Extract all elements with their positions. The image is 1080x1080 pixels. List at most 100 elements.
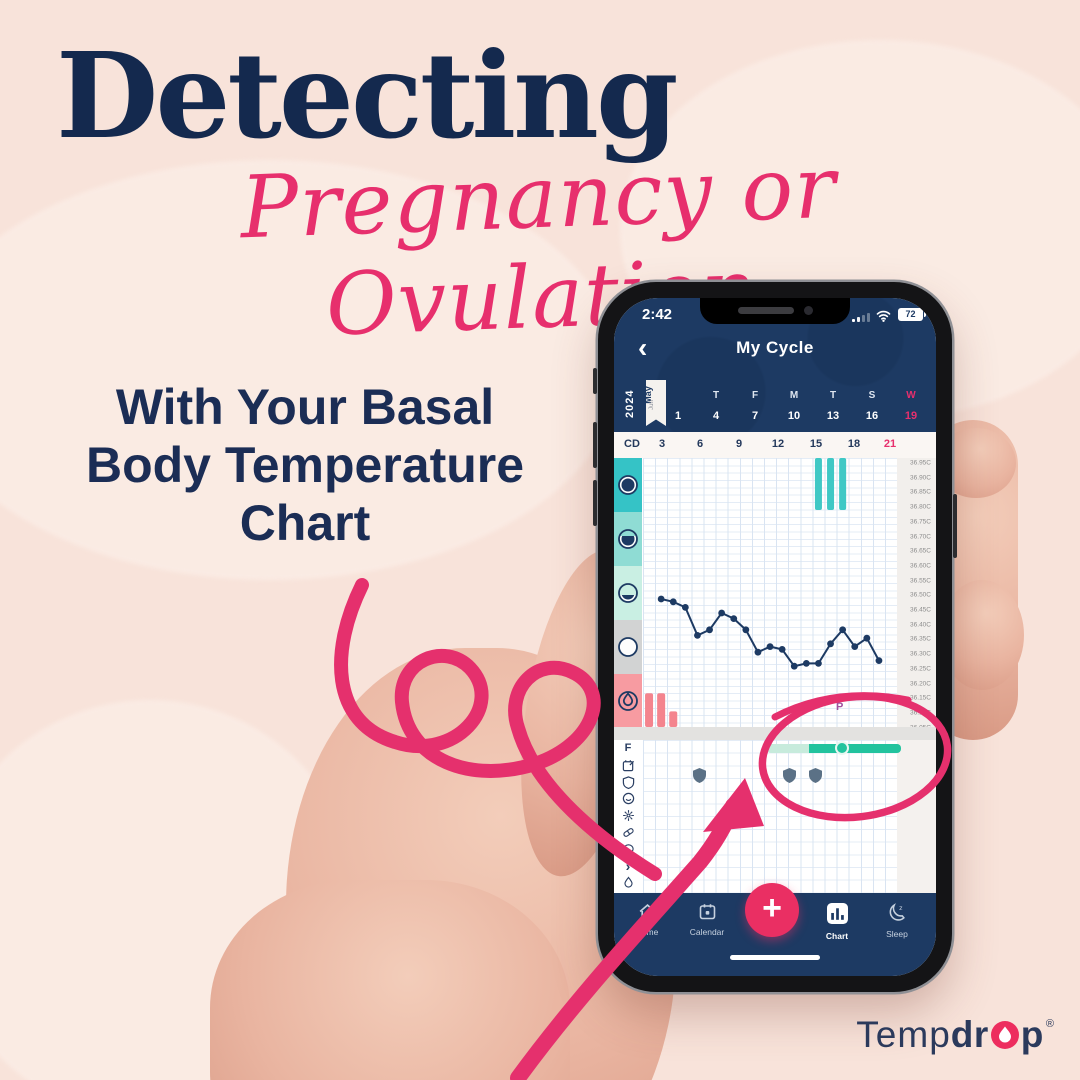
status-time: 2:42 (642, 306, 673, 323)
temp-axis-label: 36.40C (910, 621, 931, 629)
cellular-signal-icon (852, 312, 872, 322)
nav-chart[interactable]: Chart (811, 903, 863, 941)
shield-heart-icon[interactable] (614, 775, 642, 793)
temp-axis-label: 36.75C (910, 518, 931, 526)
bbt-data-point[interactable] (875, 657, 883, 664)
fluid-heavy-segment[interactable] (614, 458, 642, 512)
bbt-data-point[interactable] (742, 626, 750, 634)
period-flow-bar (669, 711, 678, 727)
bbt-data-point[interactable] (718, 609, 726, 617)
temp-axis-label: 36.95C (910, 459, 931, 467)
shield-marker (693, 768, 706, 788)
cervical-fluid-rail (614, 458, 642, 727)
volume-up-button[interactable] (593, 422, 597, 468)
cycle-day-number: 6 (696, 438, 704, 450)
droplet-sparkle-icon[interactable] (614, 876, 642, 893)
bbt-line (660, 598, 880, 668)
background-wash (0, 160, 620, 580)
bbt-chart-area[interactable]: 36.95C 36.90C 36.85C 36.80C 36.75C 36.70C 36.6… (614, 458, 936, 731)
fluid-medium-segment[interactable] (614, 512, 642, 566)
date-number[interactable]: 16 (865, 410, 879, 422)
notes-icon[interactable] (614, 759, 642, 776)
add-entry-button[interactable]: + (745, 883, 799, 937)
bbt-data-point[interactable] (754, 648, 762, 656)
power-button[interactable] (953, 494, 957, 558)
temp-axis-label: 36.15C (910, 694, 931, 702)
symptom-icon-rail: F › (614, 740, 642, 893)
event-bar-teal (827, 458, 835, 510)
phone-frame: 2:42 72 ‹ My Cycle 2024 May Jun T F M T S W (593, 282, 957, 992)
tempdrop-logo: Temp dr p ® (856, 1014, 1054, 1056)
shield-marker (783, 768, 796, 788)
temp-axis-label: 36.20C (910, 680, 931, 687)
bbt-data-point[interactable] (827, 640, 834, 648)
svg-text:z: z (899, 905, 903, 912)
date-number[interactable]: 7 (751, 410, 759, 422)
period-flow-bar (657, 693, 666, 727)
weekday-letter: M (789, 390, 799, 401)
bbt-data-point[interactable] (669, 598, 677, 606)
phone-screen: 2:42 72 ‹ My Cycle 2024 May Jun T F M T S W (614, 298, 936, 976)
chart-plot-grid (643, 458, 897, 727)
nav-calendar[interactable]: Calendar (681, 903, 733, 937)
bbt-data-point[interactable] (851, 643, 859, 650)
period-droplet-segment[interactable] (614, 674, 642, 727)
temp-axis-label: 36.30C (910, 650, 931, 658)
condom-icon[interactable] (614, 792, 642, 809)
logo-text-bold: dr (950, 1014, 989, 1055)
date-number[interactable]: 10 (787, 410, 801, 422)
cycle-day-number: 12 (771, 438, 785, 450)
symptom-grid (643, 740, 897, 893)
temp-axis-label: 36.85C (910, 488, 931, 496)
frequency-label[interactable]: F (624, 742, 632, 754)
bbt-data-point[interactable] (839, 626, 847, 634)
month-ribbon-next: Jun (648, 400, 655, 410)
date-number[interactable]: 19 (904, 410, 918, 422)
temperature-axis: 36.95C 36.90C 36.85C 36.80C 36.75C 36.70C 36.6… (897, 458, 936, 731)
weekday-letter: F (751, 390, 759, 401)
period-flow-bar (645, 693, 654, 727)
chevron-right-icon[interactable]: › (625, 857, 631, 874)
fluid-none-icon (618, 637, 638, 657)
section-divider (614, 727, 936, 740)
mute-switch[interactable] (593, 368, 597, 394)
bbt-data-point[interactable] (815, 660, 822, 667)
bbt-data-point[interactable] (681, 604, 689, 611)
temp-axis-label: 36.45C (910, 606, 931, 614)
bbt-data-point[interactable] (730, 615, 738, 622)
date-number[interactable]: 13 (826, 410, 840, 422)
back-button[interactable]: ‹ (638, 332, 648, 363)
month-ribbon[interactable]: May Jun (646, 380, 666, 426)
volume-down-button[interactable] (593, 480, 597, 526)
date-number[interactable]: 4 (712, 410, 720, 422)
fluid-light-segment[interactable] (614, 566, 642, 620)
nav-sleep[interactable]: z Sleep (886, 903, 908, 939)
bbt-data-point[interactable] (802, 660, 810, 667)
period-droplet-icon (618, 690, 638, 711)
hand-wrist (210, 880, 570, 1080)
bbt-data-point[interactable] (778, 646, 786, 653)
temp-axis-label: 36.25C (910, 665, 931, 673)
bbt-data-point[interactable] (657, 595, 665, 603)
battery-indicator: 72 (898, 308, 926, 321)
bbt-data-point[interactable] (766, 643, 774, 650)
bbt-data-point[interactable] (790, 662, 798, 670)
flower-icon[interactable] (614, 809, 642, 826)
bbt-data-point[interactable] (694, 632, 701, 639)
phase-progress-marker[interactable] (835, 741, 849, 755)
fluid-heavy-icon (618, 475, 638, 495)
calendar-year: 2024 (624, 389, 636, 418)
poster-body-text: With Your Basal Body Temperature Chart (40, 378, 570, 552)
nav-home[interactable]: Home (621, 903, 673, 937)
fluid-none-segment[interactable] (614, 620, 642, 674)
date-number[interactable]: 1 (674, 410, 682, 422)
bbt-data-point[interactable] (706, 626, 713, 634)
page-title: My Cycle (736, 338, 814, 357)
medication-icon[interactable] (614, 826, 642, 843)
logo-drop-icon (990, 1021, 1019, 1049)
bbt-data-point[interactable] (863, 634, 871, 642)
fluid-light-icon (618, 583, 638, 603)
home-indicator[interactable] (730, 955, 820, 960)
cycle-day-number: 18 (847, 438, 861, 450)
